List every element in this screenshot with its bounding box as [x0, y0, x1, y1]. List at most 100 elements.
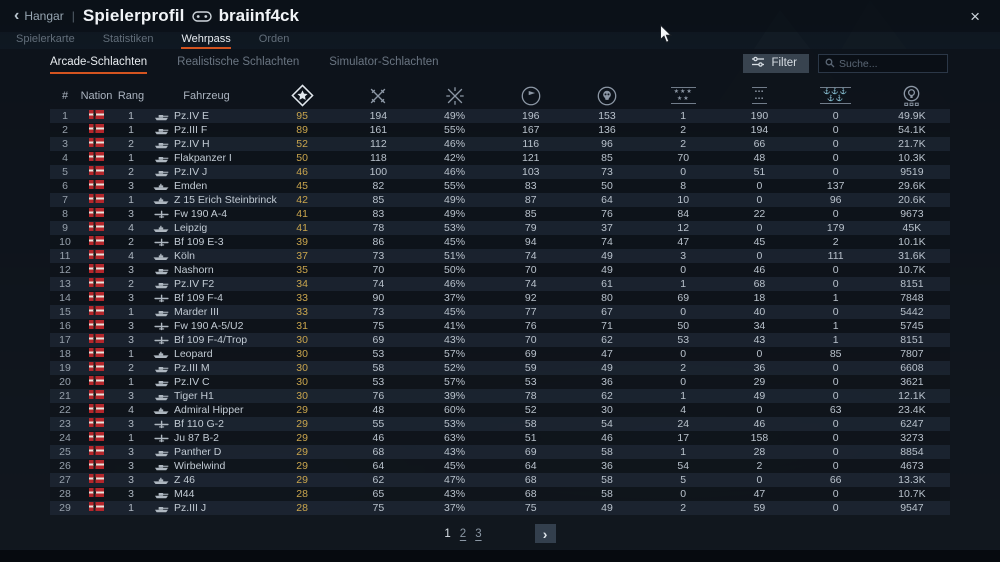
table-row[interactable]: 13 2 Pz.IV F2 34 74 46% 74 61 1 68 0 8151 — [50, 277, 950, 291]
table-row[interactable]: 4 1 Flakpanzer I 50 118 42% 121 85 70 48 0 10.3K — [50, 151, 950, 165]
germany-flag-icon — [89, 306, 104, 315]
wins-icon[interactable] — [264, 84, 340, 107]
tab-simulator-schlachten[interactable]: Simulator-Schlachten — [329, 56, 439, 68]
stat-ground-targets: 0 — [756, 222, 763, 234]
page-title: Spielerprofil — [82, 6, 185, 25]
row-number: 14 — [59, 292, 71, 304]
table-row[interactable]: 3 2 Pz.IV H 52 112 46% 116 96 2 66 0 21.7K — [50, 137, 950, 151]
vehicle-name: Admiral Hipper — [174, 404, 244, 416]
column-header-num[interactable]: # — [61, 89, 69, 102]
table-row[interactable]: 9 4 Leipzig 41 78 53% 79 37 12 0 179 45K — [50, 221, 950, 235]
winrate-icon[interactable] — [416, 85, 492, 107]
table-row[interactable]: 10 2 Bf 109 E-3 39 86 45% 94 74 47 45 2 10.1K — [50, 235, 950, 249]
table-row[interactable]: 26 3 Wirbelwind 29 64 45% 64 36 54 2 0 4673 — [50, 459, 950, 473]
research-points-icon[interactable] — [874, 84, 950, 107]
nation-cell — [80, 165, 113, 179]
table-row[interactable]: 6 3 Emden 45 82 55% 83 50 8 0 137 29.6K — [50, 179, 950, 193]
table-row[interactable]: 21 3 Tiger H1 30 76 39% 78 62 1 49 0 12.1K — [50, 389, 950, 403]
table-row[interactable]: 14 3 Bf 109 F-4 33 90 37% 92 80 69 18 1 7848 — [50, 291, 950, 305]
stat-naval-targets: 111 — [827, 250, 844, 262]
next-page-button[interactable]: › — [534, 524, 556, 543]
respawns-flag-icon[interactable] — [493, 85, 569, 107]
stat-research-points: 7848 — [900, 292, 924, 304]
stat-research-points: 10.7K — [898, 264, 926, 276]
table-row[interactable]: 28 3 M44 28 65 43% 68 58 0 47 0 10.7K — [50, 487, 950, 501]
table-row[interactable]: 24 1 Ju 87 B-2 29 46 63% 51 46 17 158 0 3273 — [50, 431, 950, 445]
naval-targets-icon[interactable]: ⚓⚓⚓ ⚓⚓ — [798, 87, 874, 104]
table-row[interactable]: 20 1 Pz.IV C 30 53 57% 53 36 0 29 0 3621 — [50, 375, 950, 389]
stat-naval-targets: 0 — [832, 432, 839, 444]
stat-wins: 28 — [296, 488, 308, 500]
close-button[interactable]: × — [970, 6, 980, 26]
stat-naval-targets: 137 — [826, 180, 845, 192]
search-input[interactable] — [839, 57, 941, 70]
stat-respawns: 74 — [524, 250, 537, 262]
filter-button[interactable]: Filter — [743, 54, 809, 73]
table-row[interactable]: 2 1 Pz.III F 89 161 55% 167 136 2 194 0 54.1K — [50, 123, 950, 137]
ground-targets-icon[interactable]: ▪▪▪ ▪▪▪ — [721, 87, 797, 104]
table-row[interactable]: 11 4 Köln 37 73 51% 74 49 3 0 111 31.6K — [50, 249, 950, 263]
stat-wins: 41 — [296, 208, 308, 220]
table-row[interactable]: 19 2 Pz.III M 30 58 52% 59 49 2 36 0 6608 — [50, 361, 950, 375]
tab-spielerkarte[interactable]: Spielerkarte — [16, 33, 75, 45]
stat-naval-targets: 0 — [832, 110, 839, 122]
search-box[interactable] — [818, 54, 948, 73]
page-link-3[interactable]: 3 — [475, 527, 482, 540]
stat-research-points: 6247 — [900, 418, 924, 430]
table-row[interactable]: 8 3 Fw 190 A-4 41 83 49% 85 76 84 22 0 9673 — [50, 207, 950, 221]
column-header-nation[interactable]: Nation — [80, 89, 113, 102]
table-row[interactable]: 15 1 Marder III 33 73 45% 77 67 0 40 0 5442 — [50, 305, 950, 319]
stat-wins: 28 — [296, 502, 308, 514]
stat-battles: 53 — [372, 376, 385, 388]
table-row[interactable]: 27 3 Z 46 29 62 47% 68 58 5 0 66 13.3K — [50, 473, 950, 487]
germany-flag-icon — [89, 460, 104, 469]
stat-air-targets: 70 — [677, 152, 690, 164]
germany-flag-icon — [89, 334, 104, 343]
table-row[interactable]: 17 3 Bf 109 F-4/Trop 30 69 43% 70 62 53 43 1 8151 — [50, 333, 950, 347]
back-to-hangar-button[interactable]: ‹ Hangar — [14, 8, 64, 24]
nation-cell — [80, 249, 113, 263]
table-row[interactable]: 16 3 Fw 190 A-5/U2 31 75 41% 76 71 50 34 1 5745 — [50, 319, 950, 333]
table-row[interactable]: 22 4 Admiral Hipper 29 48 60% 52 30 4 0 63 23.4K — [50, 403, 950, 417]
table-row[interactable]: 7 1 Z 15 Erich Steinbrinck 42 85 49% 87 64 10 0 96… — [50, 193, 950, 207]
stat-respawns: 121 — [522, 152, 540, 164]
page-link-2[interactable]: 2 — [459, 527, 467, 540]
vehicle-cell: Pz.III J — [149, 501, 264, 515]
vehicle-cell: Nashorn — [149, 263, 264, 277]
row-number: 17 — [59, 334, 71, 346]
ship-icon — [153, 476, 169, 485]
stat-deaths: 85 — [601, 152, 613, 164]
column-header-rang[interactable]: Rang — [117, 89, 145, 102]
tab-statistiken[interactable]: Statistiken — [102, 33, 154, 45]
stat-air-targets: 0 — [680, 306, 687, 318]
tab-realistische-schlachten[interactable]: Realistische Schlachten — [177, 56, 300, 68]
table-row[interactable]: 5 2 Pz.IV J 46 100 46% 103 73 0 51 0 9519 — [50, 165, 950, 179]
table-row[interactable]: 29 1 Pz.III J 28 75 37% 75 49 2 59 0 9547 — [50, 501, 950, 515]
deaths-skull-icon[interactable] — [569, 85, 645, 107]
table-row[interactable]: 23 3 Bf 110 G-2 29 55 53% 58 54 24 46 0 6247 — [50, 417, 950, 431]
vehicle-name: Pz.IV F2 — [174, 278, 215, 290]
stat-research-points: 8151 — [900, 334, 924, 346]
gamepad-icon — [191, 10, 212, 23]
column-header-fahrzeug[interactable]: Fahrzeug — [183, 89, 230, 102]
row-number: 5 — [62, 166, 68, 178]
table-row[interactable]: 1 1 Pz.IV E 95 194 49% 196 153 1 190 0 49.9K — [50, 109, 950, 123]
vehicle-name: Fw 190 A-5/U2 — [174, 320, 244, 332]
stat-naval-targets: 0 — [832, 460, 839, 472]
stat-research-points: 10.1K — [898, 236, 926, 248]
row-number: 29 — [59, 502, 71, 514]
battles-icon[interactable] — [340, 85, 416, 107]
table-row[interactable]: 12 3 Nashorn 35 70 50% 70 49 0 46 0 10.7K — [50, 263, 950, 277]
vehicle-name: Pz.III J — [174, 502, 207, 514]
row-number: 8 — [62, 208, 68, 220]
tab-orden[interactable]: Orden — [258, 33, 290, 45]
table-row[interactable]: 18 1 Leopard 30 53 57% 69 47 0 0 85 7807 — [50, 347, 950, 361]
tab-arcade-schlachten[interactable]: Arcade-Schlachten — [50, 56, 148, 74]
row-number: 6 — [62, 180, 68, 192]
tab-wehrpass[interactable]: Wehrpass — [181, 32, 231, 49]
stat-ground-targets: 43 — [753, 334, 766, 346]
page-link-1[interactable]: 1 — [444, 527, 451, 540]
table-row[interactable]: 25 3 Panther D 29 68 43% 69 58 1 28 0 8854 — [50, 445, 950, 459]
air-targets-icon[interactable]: ★★★ ★★ — [645, 87, 721, 104]
stat-wins: 39 — [296, 236, 308, 248]
